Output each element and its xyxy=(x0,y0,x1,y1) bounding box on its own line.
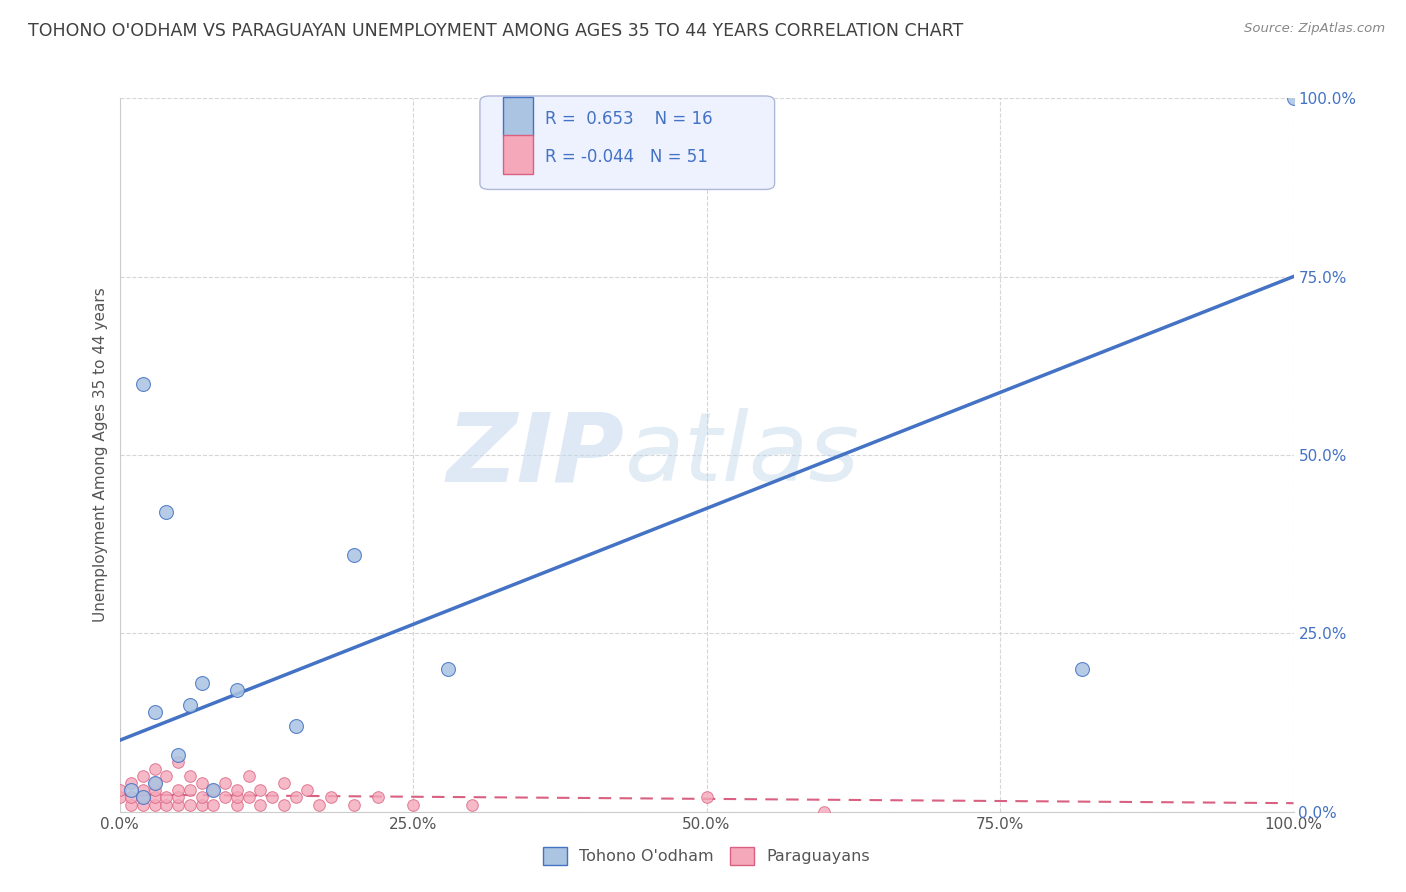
Point xyxy=(143,790,166,805)
Text: atlas: atlas xyxy=(624,409,859,501)
Point xyxy=(284,790,307,805)
Point xyxy=(132,783,155,797)
Point xyxy=(155,790,177,805)
Point xyxy=(179,783,201,797)
Text: Source: ZipAtlas.com: Source: ZipAtlas.com xyxy=(1244,22,1385,36)
Point xyxy=(1071,662,1094,676)
Point xyxy=(249,783,271,797)
Text: ZIP: ZIP xyxy=(447,409,624,501)
Point xyxy=(297,783,319,797)
Text: R = -0.044   N = 51: R = -0.044 N = 51 xyxy=(544,148,707,166)
Point xyxy=(167,790,190,805)
Point xyxy=(262,790,284,805)
Point xyxy=(143,783,166,797)
Text: TOHONO O'ODHAM VS PARAGUAYAN UNEMPLOYMENT AMONG AGES 35 TO 44 YEARS CORRELATION : TOHONO O'ODHAM VS PARAGUAYAN UNEMPLOYMEN… xyxy=(28,22,963,40)
Point xyxy=(155,769,177,783)
Point xyxy=(179,797,201,812)
Point xyxy=(120,783,142,797)
Point xyxy=(202,783,225,797)
Point xyxy=(132,769,155,783)
Point xyxy=(238,790,260,805)
Point xyxy=(367,790,389,805)
Point xyxy=(132,790,155,805)
Point xyxy=(190,676,212,690)
Bar xyxy=(503,96,533,136)
Point xyxy=(202,797,225,812)
Y-axis label: Unemployment Among Ages 35 to 44 years: Unemployment Among Ages 35 to 44 years xyxy=(93,287,108,623)
Point xyxy=(155,797,177,812)
Point xyxy=(167,755,190,769)
Point xyxy=(273,776,295,790)
Point xyxy=(167,747,190,762)
Point xyxy=(120,776,142,790)
Point xyxy=(343,548,366,562)
Point xyxy=(460,797,484,812)
Point xyxy=(155,505,177,519)
Point xyxy=(308,797,330,812)
Point xyxy=(214,790,236,805)
FancyBboxPatch shape xyxy=(479,96,775,189)
Point xyxy=(319,790,342,805)
Point xyxy=(179,769,201,783)
Point xyxy=(167,797,190,812)
Point xyxy=(284,719,307,733)
Point xyxy=(1282,91,1305,105)
Point xyxy=(132,790,155,805)
Point xyxy=(132,376,155,391)
Point xyxy=(143,776,166,790)
Point xyxy=(108,783,131,797)
Point xyxy=(343,797,366,812)
Point xyxy=(190,790,212,805)
Point xyxy=(813,805,835,819)
Legend: Tohono O'odham, Paraguayans: Tohono O'odham, Paraguayans xyxy=(536,840,877,871)
Point xyxy=(696,790,718,805)
Point xyxy=(190,797,212,812)
Text: R =  0.653    N = 16: R = 0.653 N = 16 xyxy=(544,110,711,128)
Point xyxy=(120,797,142,812)
Point xyxy=(143,705,166,719)
Point xyxy=(179,698,201,712)
Bar xyxy=(503,136,533,175)
Point xyxy=(120,790,142,805)
Point xyxy=(143,776,166,790)
Point xyxy=(225,683,249,698)
Point xyxy=(225,790,249,805)
Point xyxy=(167,783,190,797)
Point xyxy=(132,797,155,812)
Point xyxy=(249,797,271,812)
Point xyxy=(143,797,166,812)
Point xyxy=(273,797,295,812)
Point xyxy=(108,790,131,805)
Point xyxy=(214,776,236,790)
Point xyxy=(143,762,166,776)
Point xyxy=(238,769,260,783)
Point xyxy=(225,783,249,797)
Point xyxy=(190,776,212,790)
Point xyxy=(402,797,425,812)
Point xyxy=(225,797,249,812)
Point xyxy=(437,662,460,676)
Point xyxy=(202,783,225,797)
